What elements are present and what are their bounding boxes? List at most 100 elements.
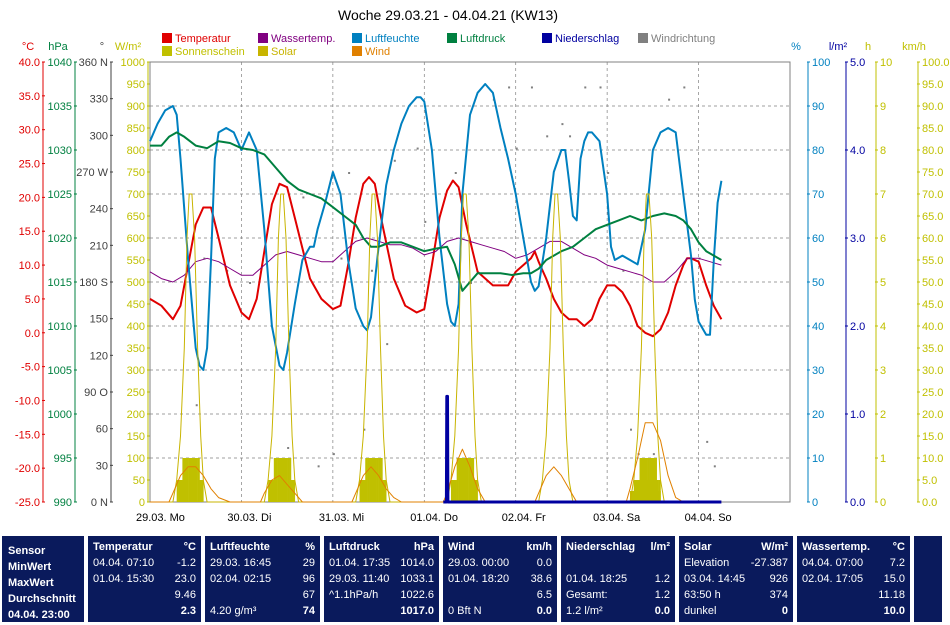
column-header: Solar (684, 541, 712, 553)
sunshine-bar (273, 458, 277, 502)
sunshine-bar (378, 458, 381, 502)
tick-wind: 85.0 (922, 123, 943, 135)
column-unit: l/m² (650, 541, 670, 553)
tick-humidity: 70 (812, 189, 824, 201)
tick-sun: 6 (880, 233, 886, 245)
tick-wind: 35.0 (922, 343, 943, 355)
tick-sun: 10 (880, 57, 892, 69)
column-header: Niederschlag (566, 541, 636, 553)
tick-solar: 450 (127, 299, 145, 311)
tick-humidity: 80 (812, 145, 824, 157)
cell-label: ^1.1hPa/h (329, 589, 379, 601)
tick-pressure: 1010 (48, 321, 72, 333)
tick-wind: 75.0 (922, 167, 943, 179)
axis-unit: hPa (48, 41, 68, 53)
tick-pressure: 1005 (48, 365, 72, 377)
cell-value: 926 (769, 573, 788, 585)
wind-direction-point (652, 453, 655, 456)
chart-title: Woche 29.03.21 - 04.04.21 (KW13) (338, 7, 558, 23)
legend-label: Sonnenschein (175, 46, 245, 58)
tick-sun: 1 (880, 453, 886, 465)
cell-value: 1017.0 (400, 605, 434, 617)
weather-chart: Woche 29.03.21 - 04.04.21 (KW13) Tempera… (15, 7, 950, 524)
tick-solar: 800 (127, 145, 145, 157)
legend-label: Wind (365, 46, 390, 58)
wind-direction-point (348, 172, 351, 174)
sunshine-bar (635, 480, 638, 502)
column-unit: hPa (413, 541, 434, 553)
legend-label: Niederschlag (555, 33, 619, 45)
sunshine-bar (372, 458, 376, 502)
tick-sun: 9 (880, 101, 886, 113)
tick-humidity: 50 (812, 277, 824, 289)
sunshine-bar (363, 480, 366, 502)
cell-label: 01.04. 18:20 (448, 573, 510, 585)
sunshine-bar (289, 458, 292, 502)
tick-wind: 15.0 (922, 431, 943, 443)
cell-value: 15.0 (883, 573, 905, 585)
axis-unit: l/m² (829, 41, 848, 53)
stat-column: Solar W/m² Elevation -27.387 03.04. 14:45 926… (679, 536, 793, 622)
sunshine-bar (361, 480, 364, 502)
tick-sun: 7 (880, 189, 886, 201)
tick-wind: 25.0 (922, 387, 943, 399)
wind-direction-point (195, 404, 198, 407)
sunshine-bar (656, 480, 659, 502)
cell-value: 9.46 (174, 589, 196, 601)
sunshine-bar (369, 458, 372, 502)
sunshine-bar (633, 480, 637, 502)
sunshine-bar (462, 458, 465, 502)
sensor-row-min: MinWert (8, 561, 52, 573)
wind-direction-point (607, 172, 610, 174)
cell-label: 03.04. 14:45 (684, 573, 746, 585)
cell-value: 2.3 (180, 605, 196, 617)
cell-value: 1022.6 (400, 589, 434, 601)
tick-wind: 10.0 (922, 453, 943, 465)
sunshine-bar (285, 458, 288, 502)
column-header: Luftdruck (329, 541, 380, 553)
cell-label: Gesamt: (566, 589, 608, 601)
legend-swatch (638, 33, 648, 43)
tick-wind: 95.0 (922, 79, 943, 91)
legend-label: Windrichtung (651, 33, 715, 45)
wind-direction-point (630, 428, 632, 431)
sunshine-bar (292, 480, 296, 502)
sunshine-bar (475, 480, 478, 502)
cell-value: 0.0 (536, 605, 552, 617)
tick-precip: 5.0 (850, 57, 865, 69)
cell-label: 29.03. 16:45 (210, 557, 272, 569)
legend-label: Wassertemp. (271, 33, 335, 45)
tick-wind: 80.0 (922, 145, 943, 157)
tick-precip: 4.0 (850, 145, 865, 157)
axis-unit: % (791, 41, 801, 53)
legend-swatch (542, 33, 552, 43)
column-header: Wassertemp. (802, 541, 871, 553)
sunshine-bar (277, 458, 280, 502)
tick-temp: -10.0 (15, 395, 40, 407)
cell-label: 01.04. 17:35 (329, 557, 391, 569)
tick-solar: 300 (127, 365, 145, 377)
legend-label: Temperatur (175, 33, 231, 45)
tick-solar: 350 (127, 343, 145, 355)
tick-wind: 70.0 (922, 189, 943, 201)
column-unit: km/h (526, 541, 552, 553)
legend-label: Solar (271, 46, 297, 58)
cell-value: 38.6 (530, 573, 552, 585)
stat-column: Niederschlag l/m² 01.04. 18:25 1.2 Gesamt: 1.… (561, 536, 675, 622)
series-line (150, 422, 722, 503)
wind-direction-point (287, 447, 290, 449)
tick-precip: 3.0 (850, 233, 865, 245)
cell-value: -1.2 (177, 557, 196, 569)
sunshine-bar (180, 480, 183, 502)
sunshine-bar (641, 458, 644, 502)
sunshine-bar (639, 458, 642, 502)
cell-value: 1.2 (654, 573, 670, 585)
cell-value: 11.18 (878, 589, 905, 601)
wind-direction-point (424, 220, 427, 223)
sunshine-bar (188, 458, 191, 502)
cell-label: 29.03. 00:00 (448, 557, 510, 569)
series-line (149, 83, 723, 371)
wind-direction-point (317, 465, 320, 468)
tick-direction: 60 (96, 424, 108, 436)
sunshine-bar (365, 458, 368, 502)
